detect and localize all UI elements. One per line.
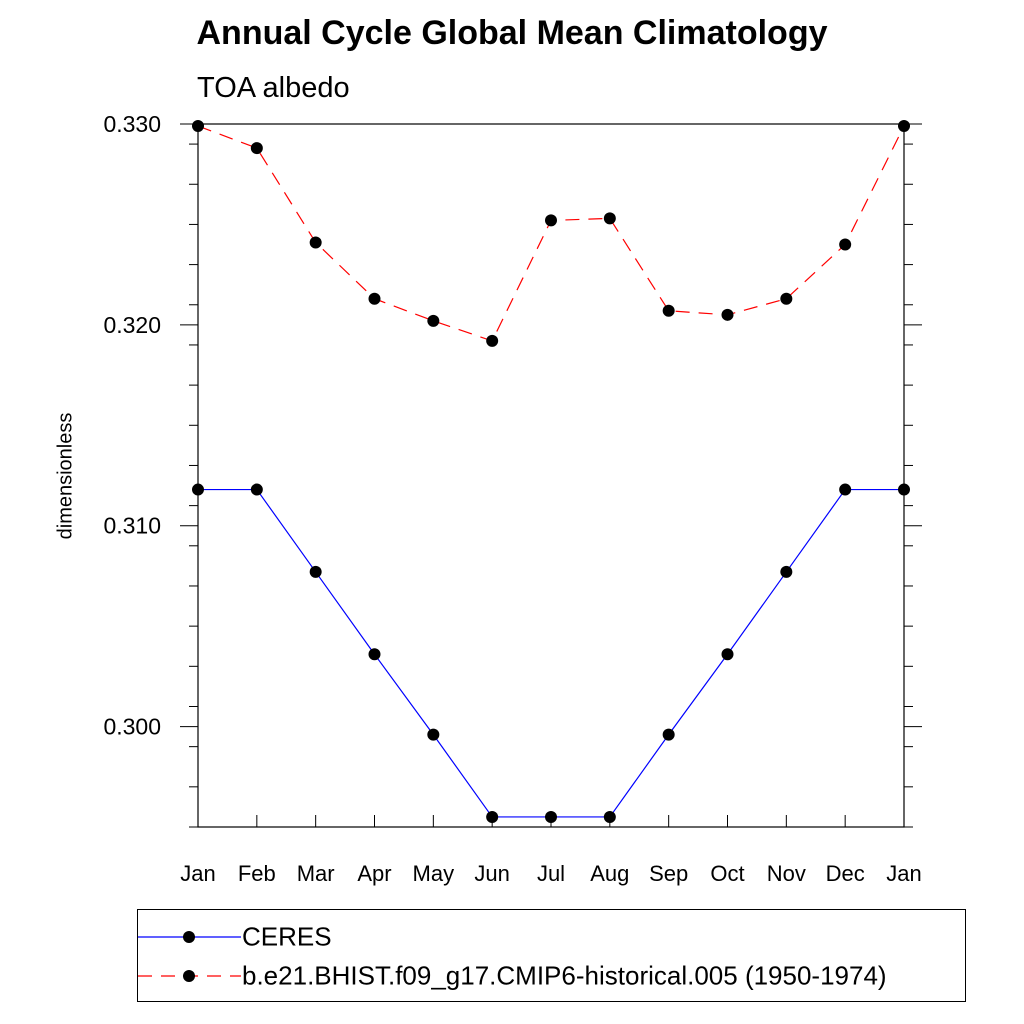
data-point-series-1	[780, 292, 793, 305]
x-tick-label: Dec	[826, 861, 865, 886]
x-tick-label: Jul	[537, 861, 565, 886]
data-point-series-1	[839, 238, 852, 251]
x-tick-label: Mar	[297, 861, 335, 886]
data-point-series-0	[368, 648, 381, 661]
data-point-series-0	[780, 565, 793, 578]
legend-entry-model: b.e21.BHIST.f09_g17.CMIP6-historical.005…	[138, 956, 965, 996]
data-point-series-0	[486, 810, 499, 823]
legend: CERES b.e21.BHIST.f09_g17.CMIP6-historic…	[137, 909, 966, 1002]
x-tick-label: Oct	[710, 861, 744, 886]
y-tick-label: 0.330	[103, 111, 161, 137]
series-line-0	[198, 488, 904, 818]
legend-swatch-model	[138, 970, 241, 982]
data-point-series-1	[368, 292, 381, 305]
chart-subtitle: TOA albedo	[197, 72, 350, 104]
x-tick-label: Nov	[767, 861, 806, 886]
legend-label-model: b.e21.BHIST.f09_g17.CMIP6-historical.005…	[242, 960, 887, 991]
x-tick-label: Aug	[590, 861, 629, 886]
x-tick-label: Jan	[886, 861, 921, 886]
data-point-series-1	[545, 214, 557, 227]
x-tick-label: Sep	[649, 861, 688, 886]
x-tick-label: May	[413, 861, 455, 886]
plot-frame	[197, 123, 905, 828]
legend-entry-ceres: CERES	[138, 917, 965, 957]
data-point-series-1	[662, 304, 675, 317]
data-point-series-1	[603, 212, 616, 225]
chart-title: Annual Cycle Global Mean Climatology	[196, 14, 828, 52]
legend-swatch-ceres	[138, 931, 241, 943]
series-line-1	[197, 125, 905, 342]
data-point-series-0	[545, 810, 557, 823]
data-point-series-1	[721, 308, 734, 321]
data-point-series-0	[427, 728, 440, 741]
data-point-series-1	[250, 142, 263, 155]
data-point-series-0	[662, 728, 675, 741]
data-point-series-0	[721, 648, 734, 661]
y-tick-label: 0.310	[103, 513, 161, 539]
data-point-series-1	[486, 334, 499, 347]
data-point-series-1	[309, 236, 322, 249]
data-point-series-0	[839, 483, 852, 496]
x-tick-label: Apr	[357, 861, 391, 886]
data-point-series-0	[250, 483, 263, 496]
y-tick-label: 0.320	[103, 312, 161, 338]
legend-label-ceres: CERES	[242, 921, 332, 952]
x-tick-label: Jun	[474, 861, 509, 886]
data-point-series-1	[427, 314, 440, 327]
x-tick-label: Jan	[180, 861, 215, 886]
y-tick-label: 0.300	[103, 714, 161, 740]
data-point-series-0	[603, 810, 616, 823]
data-point-series-0	[309, 565, 322, 578]
x-tick-label: Feb	[238, 861, 276, 886]
